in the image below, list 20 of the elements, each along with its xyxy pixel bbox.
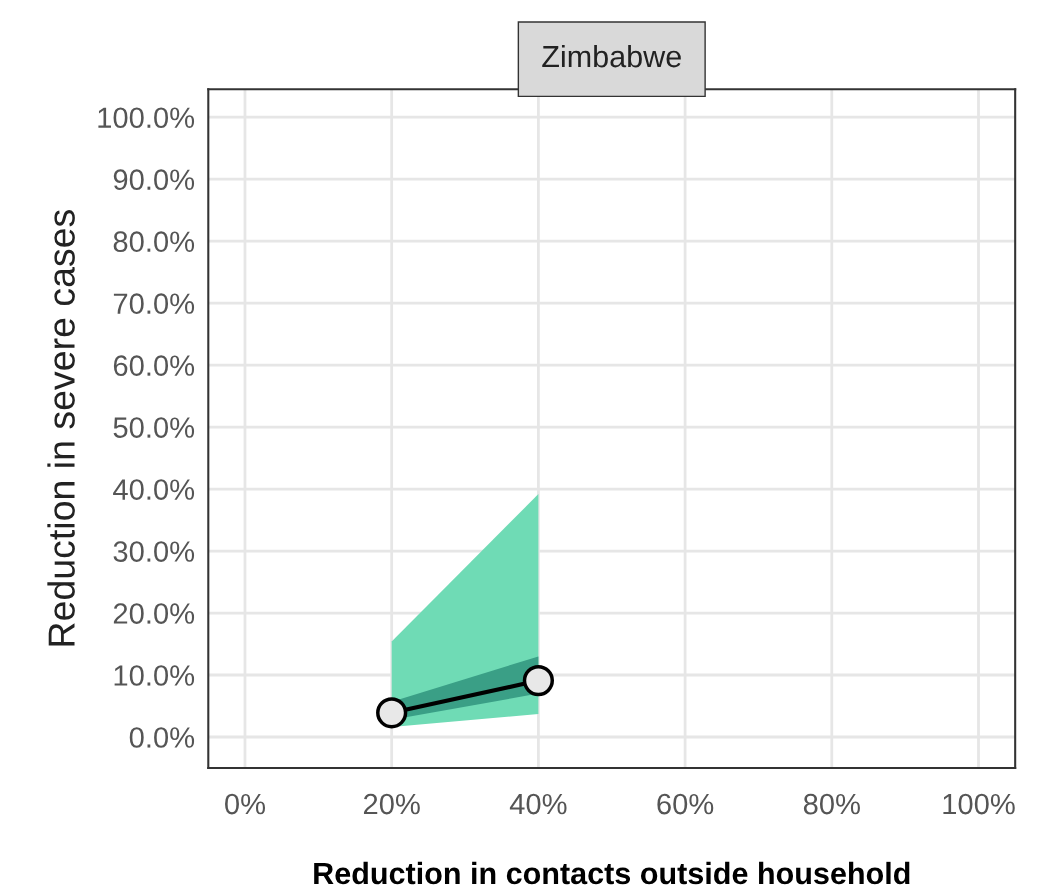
x-tick-label: 40% xyxy=(509,793,567,815)
y-tick-label: 40.0% xyxy=(113,479,195,500)
y-axis-title: Reduction in severe cases xyxy=(47,210,75,646)
y-tick-label: 10.0% xyxy=(114,665,195,686)
y-tick-label: 70.0% xyxy=(113,293,195,314)
x-axis-title: Reduction in contacts outside household xyxy=(314,861,910,885)
y-tick-label: 80.0% xyxy=(113,231,195,253)
chart-title: Zimbabwe xyxy=(542,44,681,68)
y-tick-label: 60.0% xyxy=(113,355,195,376)
x-tick-label: 100% xyxy=(943,793,1015,815)
y-tick-label: 50.0% xyxy=(113,417,195,438)
x-tick-label: 80% xyxy=(803,793,860,815)
y-tick-label: 20.0% xyxy=(113,603,195,624)
y-tick-label: 100.0% xyxy=(98,107,195,129)
x-tick-label: 60% xyxy=(657,793,714,815)
y-tick-label: 30.0% xyxy=(113,541,195,562)
y-tick-label: 0.0% xyxy=(129,727,195,748)
y-tick-label: 90.0% xyxy=(113,169,195,191)
x-tick-label: 20% xyxy=(363,793,420,815)
x-tick-label: 0% xyxy=(225,793,266,815)
